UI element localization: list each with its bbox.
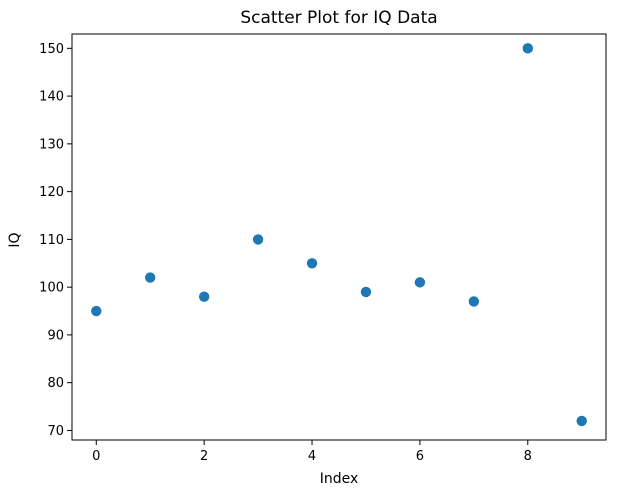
x-tick-label: 6 bbox=[416, 449, 424, 464]
y-tick-label: 110 bbox=[39, 233, 64, 248]
scatter-point bbox=[414, 277, 426, 288]
y-tick-label: 140 bbox=[39, 90, 64, 105]
y-tick-label: 80 bbox=[47, 376, 64, 391]
y-axis-label: IQ bbox=[7, 232, 23, 247]
x-tick-label: 4 bbox=[308, 449, 316, 464]
scatter-point bbox=[145, 272, 156, 283]
plot-frame bbox=[71, 33, 607, 441]
y-tick-label: 100 bbox=[39, 281, 64, 296]
y-tick-label: 90 bbox=[47, 328, 64, 343]
scatter-point bbox=[198, 291, 210, 302]
x-axis-label: Index bbox=[320, 471, 359, 487]
x-tick-label: 8 bbox=[524, 449, 532, 464]
scatter-point bbox=[576, 415, 587, 427]
scatter-point bbox=[252, 234, 264, 245]
plot-area: 0 2 4 6 8 70 80 90 100 110 120 130 140 150 bbox=[39, 33, 607, 464]
scatter-point bbox=[306, 258, 318, 269]
y-tick-label: 70 bbox=[47, 424, 64, 439]
chart-title: Scatter Plot for IQ Data bbox=[240, 8, 437, 28]
scatter-point bbox=[360, 286, 372, 298]
y-tick-label: 130 bbox=[39, 137, 64, 152]
y-tick-label: 150 bbox=[39, 42, 64, 57]
y-tick-label: 120 bbox=[39, 185, 64, 200]
scatter-point bbox=[468, 296, 480, 307]
scatter-point bbox=[522, 43, 533, 54]
scatter-point bbox=[91, 305, 102, 317]
x-tick-label: 0 bbox=[92, 449, 100, 464]
x-tick-label: 2 bbox=[200, 449, 208, 464]
